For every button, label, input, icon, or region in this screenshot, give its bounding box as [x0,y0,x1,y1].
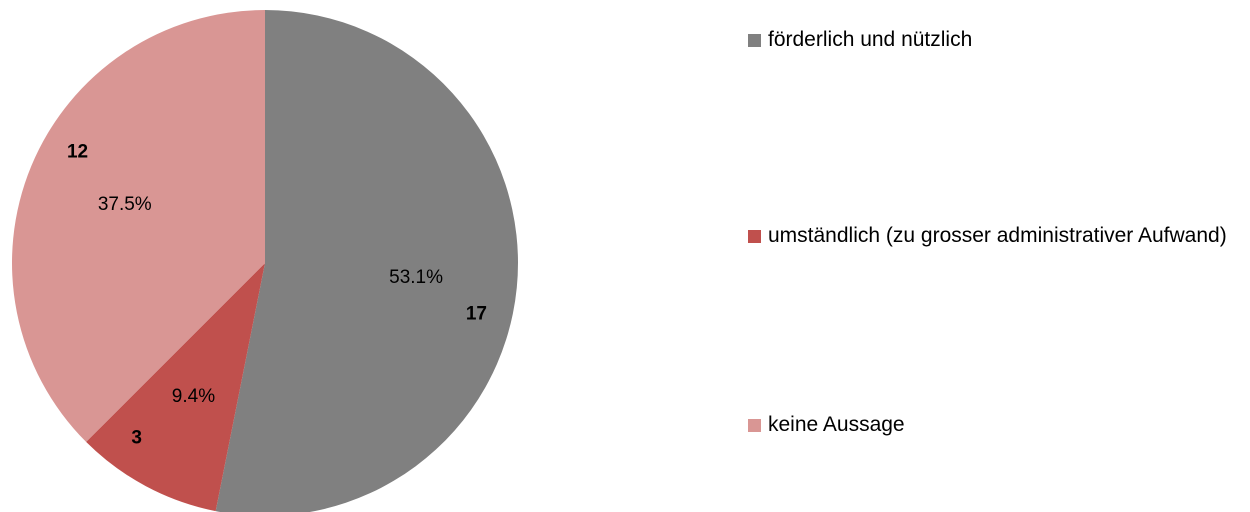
pie-slice [11,10,266,442]
pie-slice [86,263,265,512]
percent-label: 53.1% [389,267,443,288]
chart: 53.1% 17 9.4% 3 37.5% 12 [11,10,518,512]
legend-swatch [748,34,761,47]
legend-label: keine Aussage [768,413,905,436]
legend-label: umständlich (zu grosser administrativer … [768,224,1227,247]
value-label: 3 [131,428,142,449]
value-label: 17 [466,303,487,324]
legend-item: keine Aussage [748,413,1228,441]
legend-swatch [748,419,761,432]
percent-label: 37.5% [98,194,152,215]
percent-label: 9.4% [172,386,215,407]
legend-item: umständlich (zu grosser administrativer … [748,224,1228,252]
pie-slice [215,10,518,512]
value-label: 12 [67,142,88,163]
legend-swatch [748,230,761,243]
legend-label: förderlich und nützlich [768,28,973,51]
legend-item: förderlich und nützlich [748,28,1228,56]
